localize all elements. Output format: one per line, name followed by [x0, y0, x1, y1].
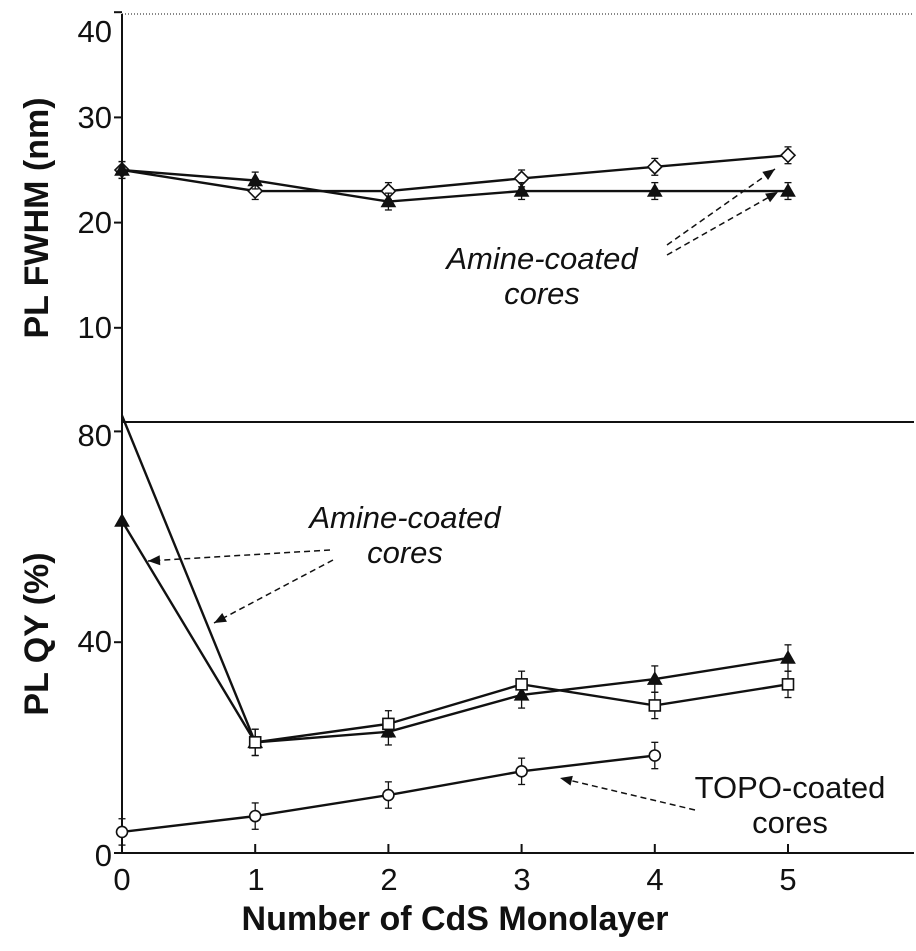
top-ylabel: PL FWHM (nm) — [18, 97, 56, 338]
annotation-arrowhead — [214, 612, 227, 623]
data-point-circle — [115, 825, 129, 839]
data-point-triangle — [114, 161, 130, 176]
top-annotation-line1: Amine-coated — [444, 241, 639, 276]
topo-annotation-line1: TOPO-coated — [695, 770, 886, 805]
annotation-arrow-shaft — [147, 549, 331, 562]
annotation-arrowhead — [765, 192, 778, 203]
annotation-arrowhead — [148, 555, 161, 566]
top-ytick-label: 40 — [78, 14, 112, 49]
data-point-diamond — [779, 147, 797, 164]
data-point-circle — [248, 809, 262, 823]
series-line — [121, 154, 789, 193]
data-point-square — [781, 678, 795, 691]
top-ytick-label: 20 — [78, 205, 112, 240]
xlabel: Number of CdS Monolayer — [242, 900, 669, 938]
data-point-circle — [515, 765, 528, 778]
bottom-ytick-label: 40 — [78, 624, 112, 659]
data-point-triangle — [380, 193, 397, 208]
bottom-ytick-label: 80 — [78, 418, 112, 453]
bottom-amine-annotation-line2: cores — [367, 535, 443, 570]
top-ytick-label: 10 — [78, 310, 112, 345]
series-line — [121, 168, 788, 203]
data-point-circle — [382, 788, 395, 802]
xtick-label: 1 — [247, 862, 264, 897]
data-point-diamond — [646, 158, 663, 175]
topo-annotation-line2: cores — [752, 805, 828, 840]
data-point-square — [648, 699, 662, 712]
annotation-arrowhead — [560, 775, 573, 786]
data-point-circle — [648, 749, 662, 762]
bottom-amine-annotation-line1: Amine-coated — [307, 500, 502, 535]
data-point-diamond — [247, 182, 264, 200]
top-ytick-label: 30 — [78, 100, 112, 135]
data-point-square — [382, 717, 395, 731]
xtick-label: 4 — [646, 862, 663, 897]
annotation-arrow-shaft — [666, 191, 779, 256]
annotation-arrow-shaft — [213, 559, 334, 624]
annotation-arrowhead — [762, 169, 775, 180]
series-line — [120, 415, 257, 743]
data-point-square — [248, 736, 262, 749]
bottom-ytick-label: 0 — [95, 838, 112, 873]
data-layer — [113, 146, 797, 846]
data-point-square — [515, 678, 528, 691]
annotation-arrow-shaft — [666, 168, 776, 246]
frame-layer — [114, 11, 914, 854]
annotation-arrow-shaft — [559, 777, 696, 811]
data-point-triangle — [646, 671, 663, 685]
xtick-label: 2 — [380, 862, 397, 897]
data-point-triangle — [513, 183, 530, 197]
series-line — [120, 520, 789, 744]
bottom-ylabel: PL QY (%) — [18, 552, 56, 715]
top-annotation-line2: cores — [504, 276, 580, 311]
data-point-triangle — [646, 183, 663, 197]
data-point-triangle — [780, 183, 796, 197]
data-point-triangle — [780, 650, 796, 664]
xtick-label: 0 — [113, 862, 130, 897]
data-point-triangle — [247, 172, 264, 187]
label-layer: PL FWHM (nm) PL QY (%) Number of CdS Mon… — [18, 14, 885, 938]
xtick-label: 5 — [779, 862, 796, 897]
xtick-label: 3 — [513, 862, 530, 897]
data-point-triangle — [114, 512, 130, 527]
